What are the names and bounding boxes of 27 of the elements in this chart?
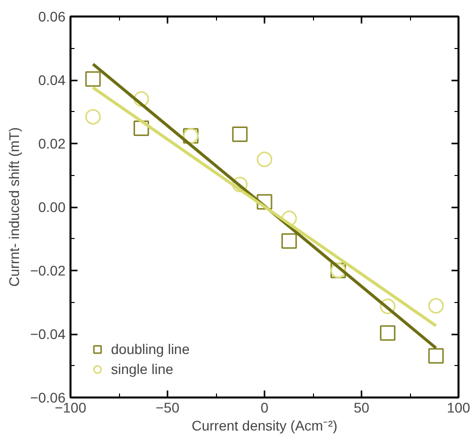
y-axis-title: Currnt- induced shift (mT): [6, 127, 22, 287]
legend-label: single line: [111, 361, 174, 377]
legend-label: doubling line: [111, 341, 190, 357]
y-tick-label: 0.04: [38, 72, 66, 88]
point: [380, 298, 396, 314]
point: [232, 126, 248, 142]
x-axis-title: Current density (Acm⁻²): [192, 418, 338, 434]
point: [85, 71, 101, 87]
y-tick-label: −0.02: [30, 262, 66, 278]
point: [428, 298, 444, 314]
point: [85, 109, 101, 125]
y-tick-label: −0.04: [30, 326, 66, 342]
point: [134, 120, 150, 136]
point: [256, 194, 272, 210]
x-tick-label: 100: [446, 400, 470, 416]
point: [232, 176, 248, 192]
x-tick-label: −50: [156, 400, 180, 416]
x-tick-label: 0: [260, 400, 269, 416]
point: [256, 152, 272, 168]
point: [134, 91, 150, 107]
point: [380, 325, 396, 341]
point: [428, 348, 444, 364]
x-tick-label: 50: [354, 400, 370, 416]
y-tick-label: 0.00: [38, 199, 66, 215]
point: [281, 233, 297, 249]
y-tick-label: 0.02: [38, 136, 66, 152]
y-tick-label: 0.06: [38, 8, 66, 24]
